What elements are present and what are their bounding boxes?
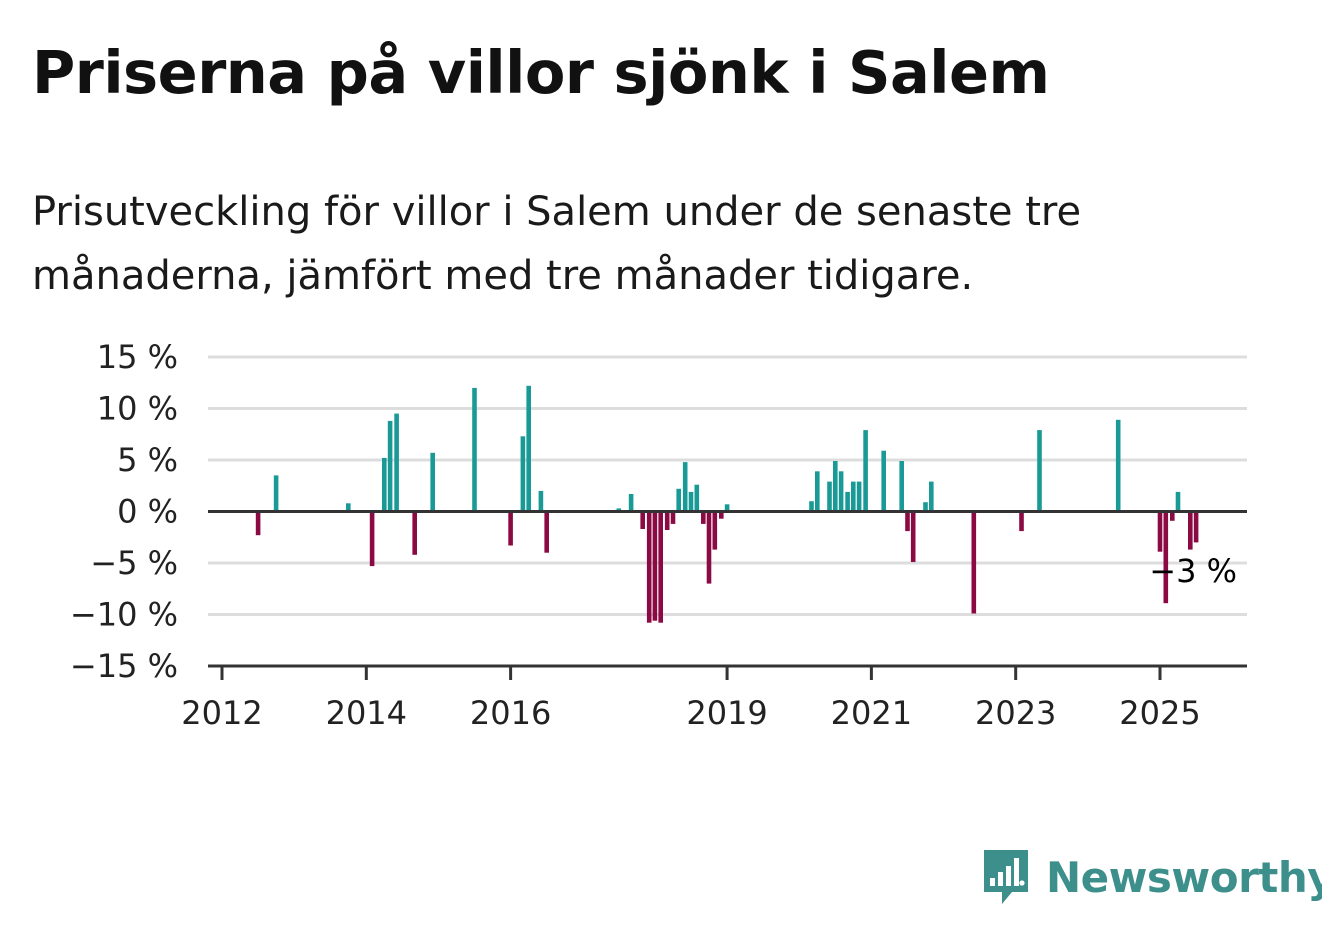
x-tick-label: 2023 (975, 694, 1056, 732)
bar (1163, 511, 1169, 604)
bar (719, 511, 724, 519)
bar (526, 385, 531, 512)
bar (905, 511, 910, 532)
bar (646, 511, 652, 623)
bar (899, 461, 904, 512)
y-tick-label: −5 % (90, 544, 178, 582)
newsworthy-logo-icon (984, 850, 1028, 904)
bar (508, 511, 513, 546)
bar (1037, 430, 1042, 512)
bar (856, 481, 862, 512)
bar (394, 413, 399, 512)
bar (1115, 419, 1121, 512)
bar (544, 511, 549, 553)
bar (1170, 511, 1175, 521)
newsworthy-logo: Newsworthy (980, 846, 1322, 908)
bar (724, 504, 730, 512)
chart-subtitle: Prisutveckling för villor i Salem under … (32, 189, 1082, 299)
bar (706, 511, 712, 584)
x-tick-label: 2012 (181, 694, 262, 732)
last-value-label: −3 % (1149, 552, 1237, 590)
bar (1188, 511, 1193, 550)
bar (929, 481, 934, 512)
x-tick-label: 2016 (470, 694, 551, 732)
tick-labels: 15 % 10 % 5 % 0 % −5 % −10 % −15 %2012 2014 2016… (70, 338, 1237, 732)
brand-name: Newsworthy (1046, 852, 1322, 902)
bar (658, 511, 663, 623)
grid-lines (208, 355, 1247, 616)
bar (520, 436, 526, 512)
bar (682, 462, 688, 512)
bar (833, 461, 838, 512)
bar (845, 491, 850, 512)
y-tick-label: 10 % (97, 390, 178, 428)
bar (881, 450, 886, 512)
x-tick-label: 2025 (1119, 694, 1200, 732)
bar (923, 502, 928, 512)
bar (676, 488, 681, 512)
bar (412, 511, 417, 555)
y-tick-label: −10 % (70, 596, 178, 634)
bar (1175, 491, 1181, 512)
bar (652, 511, 658, 621)
bar (688, 491, 694, 512)
axes (208, 510, 1247, 680)
bar (851, 481, 856, 512)
bar (369, 511, 375, 567)
bar (694, 484, 700, 512)
bar (628, 494, 634, 512)
x-tick-label: 2014 (326, 694, 407, 732)
bars (255, 385, 1199, 623)
bar (664, 511, 670, 530)
bar (430, 452, 435, 512)
bar (815, 471, 820, 512)
bar (255, 511, 261, 536)
bar (640, 511, 645, 529)
bar (809, 501, 814, 512)
bar (670, 511, 676, 524)
chart-title: Priserna på villor sjönk i Salem (32, 38, 1050, 107)
bar (273, 475, 279, 512)
bar (387, 420, 393, 512)
bar (382, 457, 387, 512)
x-tick-label: 2019 (686, 694, 767, 732)
bar (838, 471, 844, 512)
bar (910, 511, 916, 562)
bar (1019, 511, 1024, 532)
x-tick-label: 2021 (831, 694, 912, 732)
bar (827, 481, 832, 512)
bar (1193, 511, 1199, 543)
y-tick-label: −15 % (70, 647, 178, 685)
bar (701, 511, 706, 524)
bar (971, 511, 977, 614)
y-tick-label: 15 % (97, 338, 178, 376)
bar (538, 490, 544, 512)
bar (712, 511, 718, 550)
bar (346, 503, 351, 512)
bar (472, 387, 477, 512)
y-tick-label: 0 % (117, 493, 178, 531)
bar (863, 430, 868, 512)
bar (1157, 511, 1163, 552)
bar (616, 508, 622, 512)
y-tick-label: 5 % (117, 441, 178, 479)
